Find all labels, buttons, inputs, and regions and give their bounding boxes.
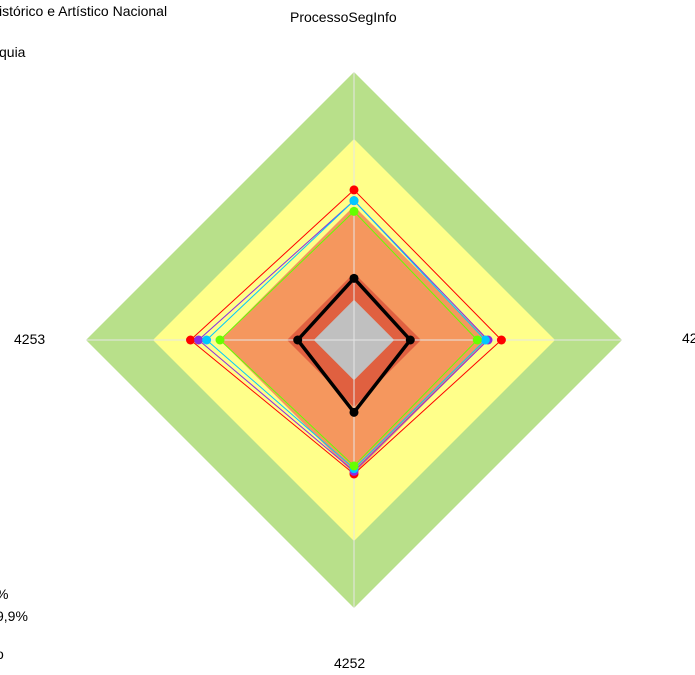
series-5-point-4254 <box>349 273 359 283</box>
series-5-point-4253 <box>293 335 303 345</box>
series-1-point-4253 <box>186 335 196 345</box>
header-fragment-1: istórico e Artístico Nacional <box>0 3 168 19</box>
legend-fragment-2: 9,9% <box>0 608 28 624</box>
series-1-point-4254 <box>349 185 359 195</box>
series-1-point-4251 <box>496 335 506 345</box>
axis-label-4252: 4252 <box>334 655 366 671</box>
series-5-point-4252 <box>349 407 359 417</box>
header-fragment-2: quia <box>0 44 26 60</box>
series-2-point-4253 <box>194 335 204 345</box>
series-3-point-4253 <box>202 335 212 345</box>
legend-fragment-3: o <box>0 646 4 662</box>
legend-fragment-1: % <box>0 586 8 602</box>
series-4-point-4251 <box>472 335 482 345</box>
axis-label-4251: 4251 <box>682 330 695 346</box>
series-4-point-4254 <box>349 206 359 216</box>
series-5-point-4251 <box>405 335 415 345</box>
series-4-point-4253 <box>215 335 225 345</box>
axis-label-4253: 4253 <box>14 331 46 347</box>
series-4-point-4252 <box>349 461 359 471</box>
chart-title: ProcessoSegInfo <box>290 9 397 25</box>
series-3-point-4254 <box>349 196 359 206</box>
series-3-point-4251 <box>480 335 490 345</box>
